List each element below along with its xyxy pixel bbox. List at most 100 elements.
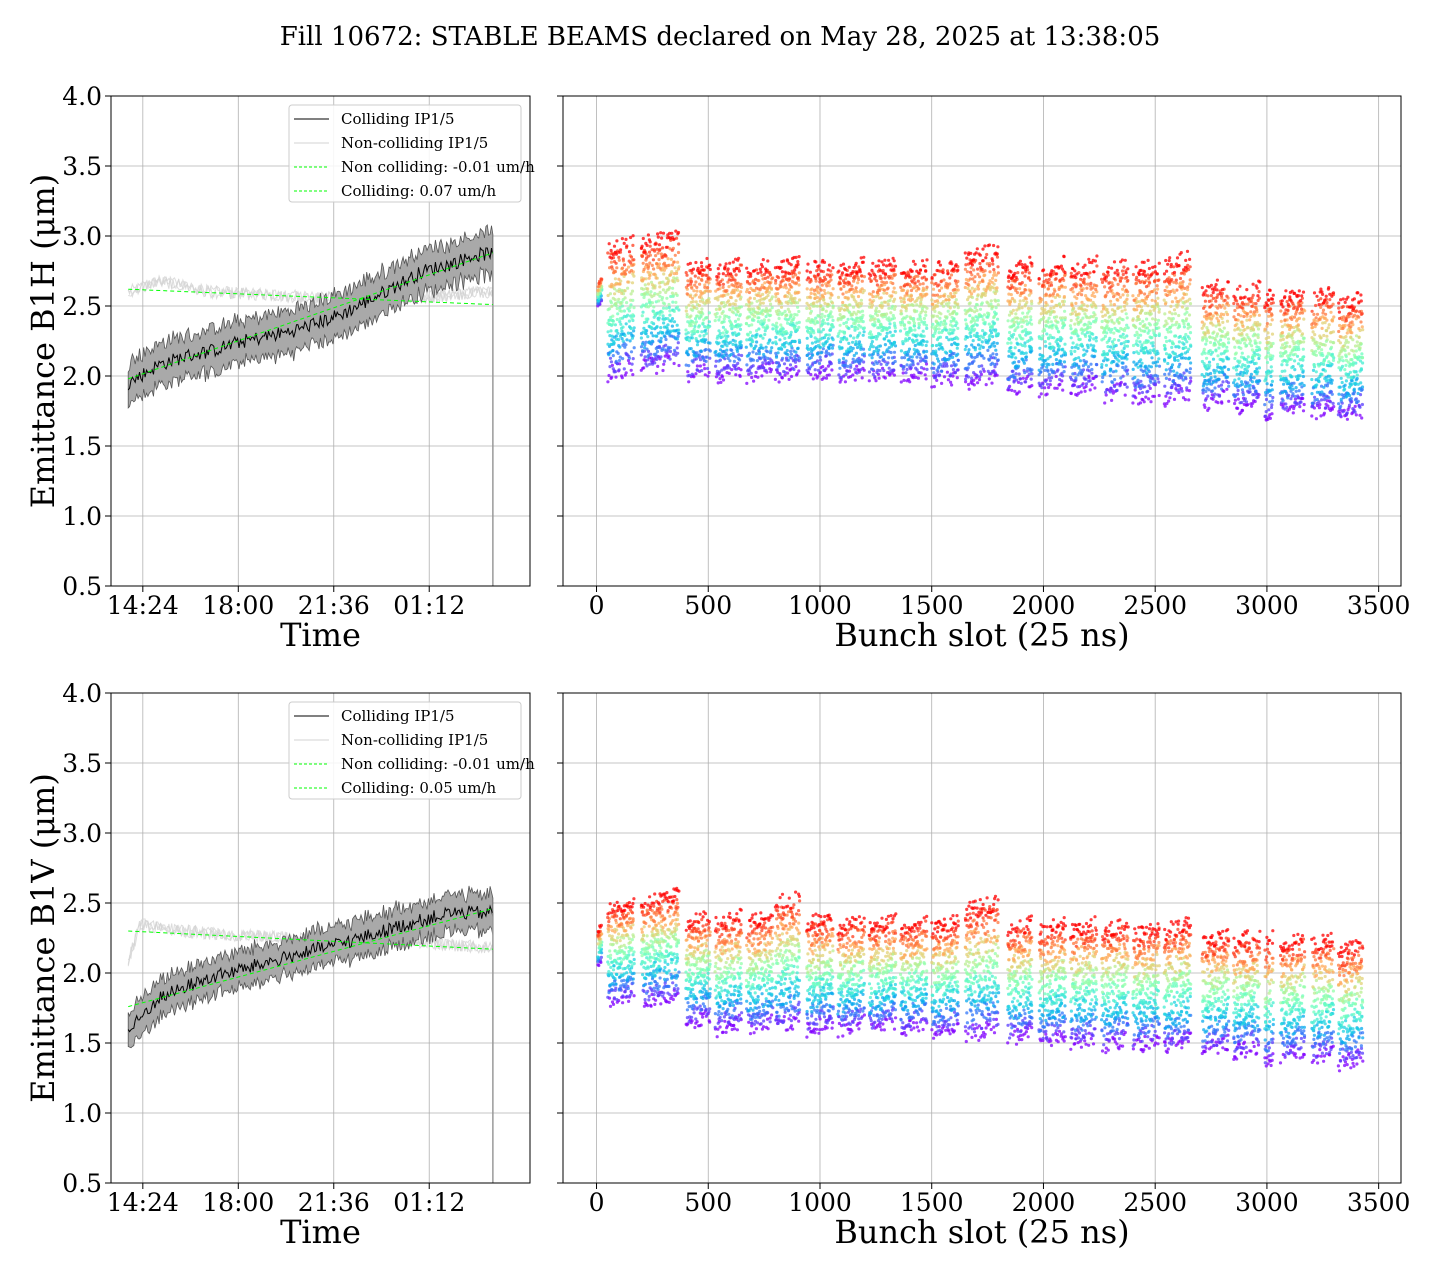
bunch-point [653,242,657,246]
bunch-point [1088,330,1092,334]
bunch-point [626,265,631,269]
bunch-point [855,371,859,375]
bunch-point [990,280,994,284]
bunch-point [1106,270,1110,274]
bunch-train [596,277,604,308]
bunch-point [632,329,636,333]
bunch-point [1080,300,1084,304]
bunch-point [808,295,812,299]
bunch-point [625,244,629,248]
bunch-point [829,343,833,347]
bunch-point [1152,333,1157,337]
bunch-train [930,260,960,389]
bunch-point [776,292,780,296]
bunch-point [668,357,672,361]
bunch-point [809,330,813,334]
bunch-point [653,286,657,290]
bunch-point [643,346,647,350]
bunch-point [1013,389,1017,393]
bunch-point [995,352,999,356]
bunch-point [1015,287,1019,291]
bunch-point [1147,329,1151,333]
bunch-point [1080,327,1084,331]
bunch-point [734,343,738,347]
bunch-point [694,300,698,304]
bunch-point [614,375,618,379]
bunch-point [783,370,787,374]
bunch-point [752,379,756,383]
bunch-point [893,326,897,330]
bunch-point [797,309,801,314]
bunch-point [1153,350,1157,355]
bunch-point [1091,332,1095,336]
bunch-point [978,275,982,279]
bunch-point [841,356,846,361]
bunch-point [783,373,787,377]
bunch-point [736,317,741,321]
bunch-point [786,301,790,306]
bunch-point [789,374,794,379]
bunch-point [815,285,820,289]
bunch-point [887,306,891,310]
bunch-point [871,372,875,376]
bunch-point [745,316,749,320]
bunch-point [774,355,779,359]
bunch-point [671,352,676,356]
bunch-point [784,341,788,345]
bunch-point [1049,283,1054,287]
bunch-point [1072,306,1076,310]
bunch-point [622,309,627,313]
bunch-point [945,370,950,374]
bunch-point [737,353,741,357]
bunch-point [1103,285,1107,289]
bunch-point [839,316,843,320]
bunch-point [871,290,875,294]
bunch-point [745,279,750,284]
bunch-point [761,277,765,281]
bunch-train [963,243,1001,391]
bunch-point [1112,295,1116,299]
bunch-point [662,362,666,366]
bunch-point [1040,386,1044,390]
bunch-point [632,346,636,350]
bunch-point [964,344,968,348]
x-tick-label: 21:36 [298,591,370,620]
bunch-point [730,327,734,331]
bunch-point [859,325,863,329]
bunch-point [898,329,903,333]
bunch-point [842,331,847,335]
bunch-point [991,262,995,266]
bunch-point [1014,275,1018,279]
bunch-point [782,285,786,289]
bunch-point [666,257,670,261]
bunch-point [1024,328,1028,332]
bunch-point [1089,343,1093,347]
bunch-point [673,253,677,257]
bunch-point [981,336,985,340]
bunch-point [708,267,712,272]
bunch-point [1090,371,1094,375]
bunch-point [917,287,921,291]
bunch-point [1120,309,1124,313]
bunch-point [774,299,778,303]
bunch-point [667,305,671,310]
bunch-point [1125,352,1130,357]
bunch-point [714,289,718,293]
bunch-point [796,301,800,305]
bunch-point [750,301,754,305]
bunch-point [861,347,866,351]
bunch-point [653,312,657,316]
bunch-point [1126,290,1130,294]
bunch-point [1054,374,1058,379]
bunch-point [1135,275,1139,279]
bunch-point [924,323,929,327]
bunch-point [857,278,861,282]
bunch-point [1109,303,1113,307]
bunch-point [872,273,877,277]
bunch-point [845,306,849,310]
bunch-point [1042,268,1046,272]
bunch-point [975,297,979,301]
bunch-point [795,372,799,376]
bunch-point [826,337,831,341]
bunch-point [830,368,834,372]
